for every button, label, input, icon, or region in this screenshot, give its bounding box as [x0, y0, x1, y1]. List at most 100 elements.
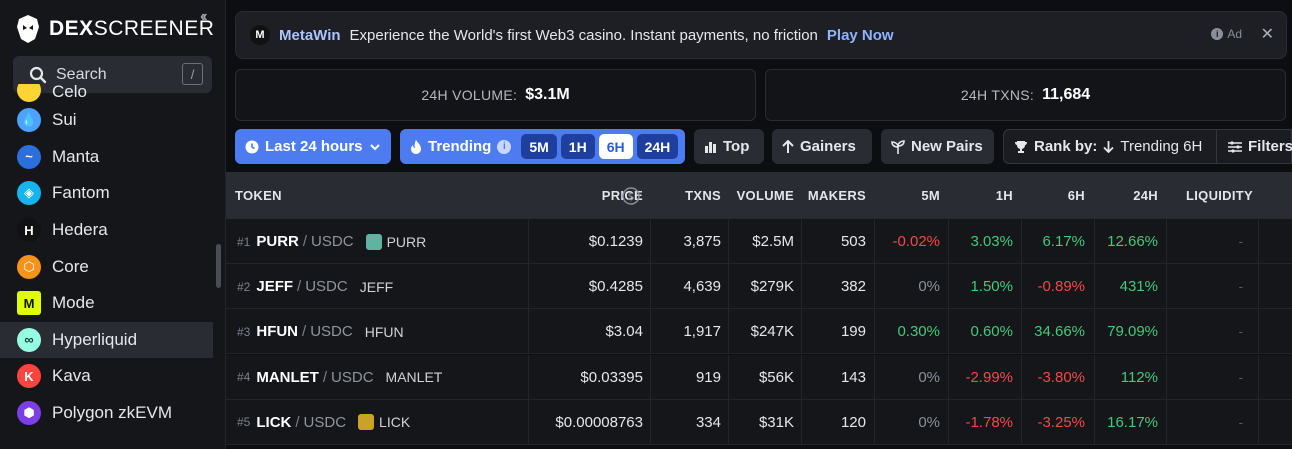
cell-liquidity: - [1238, 324, 1243, 340]
column-divider [1166, 354, 1167, 400]
cell-liquidity: - [1238, 279, 1243, 295]
ad-brand[interactable]: MetaWin [279, 26, 341, 44]
filters-button[interactable]: Filters [1228, 130, 1292, 163]
trending-label: Trending [428, 138, 492, 155]
cell-price: $3.04 [605, 323, 643, 341]
sidebar-item-hyperliquid[interactable]: ∞ Hyperliquid [0, 321, 213, 359]
ad-banner[interactable]: M MetaWin Experience the World's first W… [235, 11, 1287, 59]
rank-by-dropdown[interactable]: Rank by: Trending 6H Filters [1003, 129, 1292, 164]
sidebar-item-manta[interactable]: ~ Manta [0, 139, 213, 176]
cell-txns: 334 [695, 413, 721, 431]
info-icon[interactable]: i [497, 139, 512, 154]
token-cell[interactable]: #4 MANLET / USDC MANLET [237, 355, 442, 400]
cell-price: $0.03395 [580, 368, 643, 386]
cell-h6: -3.80% [1037, 368, 1085, 386]
time-range-label: Last 24 hours [265, 138, 363, 155]
sidebar-item-polygon-zkevm[interactable]: ⬢ Polygon zkEVM [0, 395, 213, 432]
logo-text-rest: SCREENER [93, 17, 215, 40]
sidebar-item-core[interactable]: ⬡ Core [0, 248, 213, 285]
timeframe-5m[interactable]: 5M [521, 134, 557, 159]
column-divider [728, 354, 729, 400]
sidebar-item-sui[interactable]: 💧 Sui [0, 102, 213, 139]
col-5m[interactable]: 5M [921, 188, 940, 203]
sidebar-item-label: Hedera [52, 220, 108, 240]
timeframe-24h[interactable]: 24H [636, 134, 679, 159]
table-row[interactable]: #4 MANLET / USDC MANLET $0.03395 919 $56K 1… [226, 354, 1292, 400]
hedera-chain-icon: H [17, 218, 41, 243]
col-price[interactable]: PRICE [556, 172, 643, 219]
cell-liquidity: - [1238, 369, 1243, 385]
cell-h24: 431% [1119, 278, 1158, 296]
column-divider [650, 399, 651, 445]
cell-price: $0.1239 [588, 233, 643, 250]
sidebar: DEXSCREENER ‹‹ Search / Celo 💧 Sui ~ Manta ◈ F… [0, 0, 226, 449]
timeframe-1h[interactable]: 1H [560, 134, 595, 159]
chevrons-left-icon[interactable]: ‹‹ [200, 8, 207, 25]
col-makers[interactable]: MAKERS [807, 188, 866, 203]
cell-price: $0.4285 [588, 278, 643, 296]
token-cell[interactable]: #2 JEFF / USDC JEFF [237, 264, 393, 309]
sidebar-item-hedera[interactable]: H Hedera [0, 212, 213, 249]
search-shortcut-key: / [182, 63, 203, 85]
col-token[interactable]: TOKEN [235, 188, 282, 203]
col-1h[interactable]: 1H [995, 188, 1013, 203]
bar-chart-icon [705, 142, 716, 153]
trending-group[interactable]: Trending i 5M 1H 6H 24H [400, 129, 685, 164]
sidebar-item-kava[interactable]: K Kava [0, 358, 213, 395]
column-divider [801, 264, 802, 310]
sidebar-scrollbar[interactable] [216, 244, 221, 288]
ad-tag[interactable]: i Ad [1211, 27, 1242, 41]
token-symbol: MANLET [256, 368, 319, 386]
col-txns[interactable]: TXNS [685, 188, 721, 203]
token-cell[interactable]: #3 HFUN / USDC HFUN [237, 309, 404, 354]
table-row[interactable]: #3 HFUN / USDC HFUN $3.04 1,917 $247K 199 0.… [226, 309, 1292, 355]
token-name: PURR [365, 233, 426, 250]
currency-toggle-icon[interactable]: $ [622, 187, 640, 205]
search-label: Search [56, 65, 107, 83]
col-volume[interactable]: VOLUME [736, 188, 794, 203]
column-divider [1258, 354, 1259, 400]
arrow-up-icon [782, 139, 794, 153]
column-divider [801, 219, 802, 264]
table-row[interactable]: #1 PURR / USDC PURR $0.1239 3,875 $2.5M 503… [226, 219, 1292, 264]
top-button[interactable]: Top [694, 129, 764, 164]
gainers-button[interactable]: Gainers [772, 129, 872, 164]
table-row[interactable]: #5 LICK / USDC LICK $0.00008763 334 $31K 12… [226, 399, 1292, 445]
cell-makers: 503 [840, 233, 866, 250]
dexscreener-logo[interactable]: DEXSCREENER [15, 12, 214, 46]
cell-h24: 12.66% [1107, 233, 1158, 250]
sidebar-item-celo[interactable]: Celo [0, 84, 213, 102]
column-divider [528, 354, 529, 400]
new-pairs-button[interactable]: New Pairs [881, 129, 994, 164]
quote-symbol: USDC [311, 233, 354, 250]
token-cell[interactable]: #1 PURR / USDC PURR [237, 219, 426, 264]
cell-h6: -0.89% [1037, 278, 1085, 296]
rank-by-label: Rank by: [1034, 138, 1098, 155]
sidebar-item-mode[interactable]: M Mode [0, 285, 213, 322]
token-symbol: JEFF [256, 278, 294, 296]
cell-makers: 143 [840, 368, 866, 386]
col-6h[interactable]: 6H [1067, 188, 1085, 203]
quote-symbol: USDC [331, 368, 374, 386]
timeframe-6h[interactable]: 6H [598, 134, 633, 159]
token-symbol: LICK [256, 413, 292, 431]
col-liquidity[interactable]: LIQUIDITY [1186, 188, 1253, 203]
sidebar-item-fantom[interactable]: ◈ Fantom [0, 175, 213, 212]
time-range-dropdown[interactable]: Last 24 hours [235, 129, 391, 164]
column-divider [1166, 309, 1167, 355]
token-symbol: PURR [256, 233, 299, 250]
table-row[interactable]: #2 JEFF / USDC JEFF $0.4285 4,639 $279K 382… [226, 264, 1292, 310]
quote-symbol: USDC [310, 323, 353, 341]
column-divider [1258, 309, 1259, 355]
column-divider [1258, 399, 1259, 445]
close-icon[interactable]: ✕ [1260, 26, 1274, 43]
col-24h[interactable]: 24H [1133, 188, 1158, 203]
search-box[interactable]: Search / [13, 56, 212, 93]
ad-play-now-link[interactable]: Play Now [826, 26, 894, 44]
kava-chain-icon: K [17, 364, 41, 389]
cell-h6: 6.17% [1042, 233, 1085, 250]
token-cell[interactable]: #5 LICK / USDC LICK [237, 400, 410, 445]
new-pairs-label: New Pairs [911, 138, 983, 155]
column-divider [948, 309, 949, 355]
column-divider [650, 354, 651, 400]
